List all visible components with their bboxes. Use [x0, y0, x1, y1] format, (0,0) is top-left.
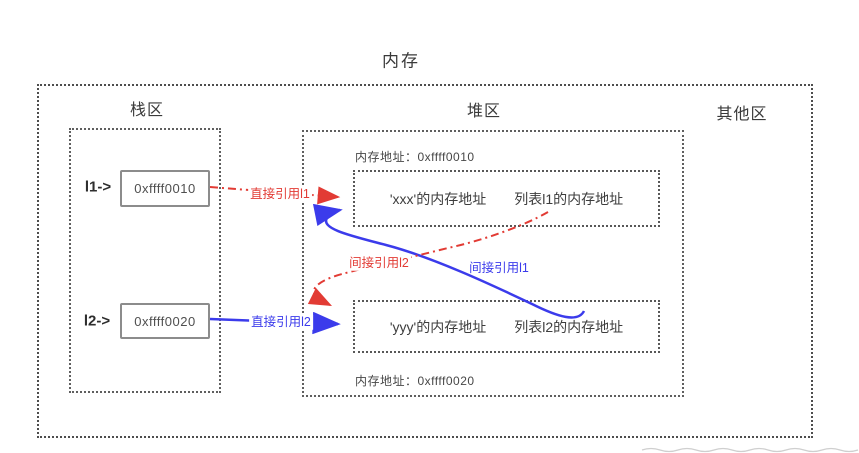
stack-var-l2: l2->: [83, 312, 111, 330]
indirect-l2-label: 间接引用l2: [347, 255, 411, 271]
stack-region-label: 栈区: [129, 102, 165, 119]
watermark-squiggle: [641, 447, 859, 453]
heap-block1-cell-ref: 列表l1的内存地址: [514, 190, 624, 207]
heap-block2-address: 内存地址：0xffff0020: [355, 374, 475, 388]
indirect-l1-label: 间接引用l1: [469, 260, 529, 275]
memory-outer-box: [37, 84, 813, 438]
heap-region-label: 堆区: [466, 103, 502, 120]
heap-block1-address: 内存地址：0xffff0010: [355, 150, 475, 164]
heap-block2-cell-ref: 列表l2的内存地址: [514, 318, 624, 335]
heap-block1-box: 'xxx'的内存地址 列表l1的内存地址: [353, 170, 660, 227]
heap-block1-cell-value: 'xxx'的内存地址: [389, 190, 487, 207]
stack-value-box-l1: 0xffff0010: [120, 170, 210, 207]
stack-value-l1: 0xffff0010: [134, 181, 196, 196]
stack-region-box: [69, 128, 221, 393]
stack-var-l1: l1->: [84, 178, 112, 196]
other-region-label: 其他区: [716, 106, 768, 123]
heap-block2-cell-value: 'yyy'的内存地址: [389, 318, 487, 335]
direct-l2-label: 直接引用l2: [249, 314, 313, 330]
heap-block2-box: 'yyy'的内存地址 列表l2的内存地址: [353, 300, 660, 353]
diagram-title: 内存: [382, 51, 420, 71]
heap-region-box: [302, 130, 684, 397]
stack-value-box-l2: 0xffff0020: [120, 303, 210, 339]
direct-l1-label: 直接引用l1: [248, 186, 312, 202]
stack-value-l2: 0xffff0020: [134, 313, 196, 329]
